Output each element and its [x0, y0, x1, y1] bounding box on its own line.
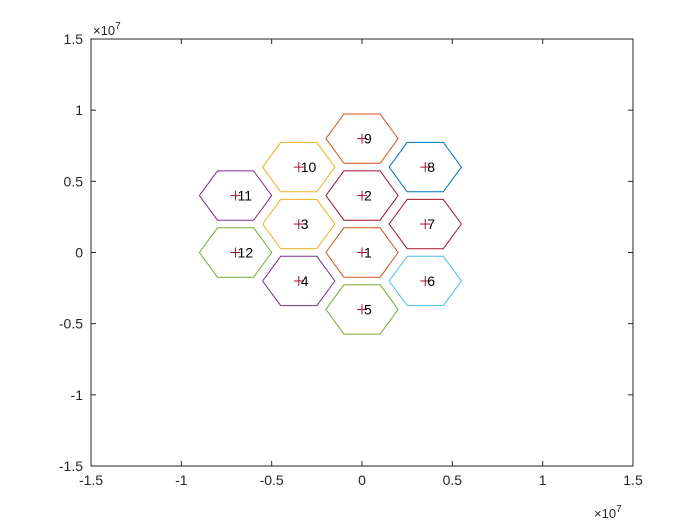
cell-center-marker-6: [420, 275, 431, 286]
cell-label-9: 9: [364, 131, 372, 147]
cell-label-5: 5: [364, 301, 372, 317]
cell-label-11: 11: [238, 188, 253, 204]
hex-cell-8: [388, 141, 463, 193]
cell-center-marker-8: [420, 162, 431, 173]
tick-layer: [90, 38, 634, 467]
x-exponent-base: ×10: [594, 506, 616, 521]
x-tick-label: 1.5: [623, 472, 643, 488]
cell-label-3: 3: [301, 216, 309, 232]
y-tick-label: 0: [75, 245, 83, 261]
cell-center-marker-5: [357, 304, 367, 315]
y-exponent-power: 7: [115, 21, 121, 32]
cell-label-12: 12: [238, 245, 254, 261]
y-exponent-base: ×10: [93, 23, 115, 38]
cell-center-marker-11: [230, 190, 241, 201]
cell-center-marker-3: [293, 219, 304, 230]
cell-label-8: 8: [427, 159, 435, 175]
hex-cell-4: [261, 255, 336, 307]
cell-center-marker-10: [293, 162, 304, 173]
tick-label-layer: -1.5 -1 -0.5 0 0.5 1 1.5 -1.5 -1 -0.5 0 0.5 1 1.5: [59, 31, 643, 488]
hex-cell-12: [198, 227, 273, 278]
x-tick-label: 0: [358, 472, 366, 488]
cell-center-marker-2: [357, 190, 367, 201]
y-tick-label: -1.5: [59, 458, 83, 474]
x-exponent-label: ×107: [594, 504, 622, 521]
hex-cell-1: [325, 227, 399, 278]
cell-label-6: 6: [427, 273, 435, 289]
cell-label-10: 10: [301, 159, 317, 175]
y-tick-label: -1: [71, 387, 84, 403]
cell-label-4: 4: [301, 273, 309, 289]
x-tick-label: -0.5: [260, 472, 284, 488]
cell-center-marker-4: [293, 275, 304, 286]
cell-center-marker-7: [420, 219, 431, 230]
x-tick-label: -1.5: [79, 472, 103, 488]
hex-cell-7: [388, 198, 463, 250]
cell-center-marker-12: [230, 247, 241, 258]
y-tick-label: 1.5: [64, 31, 84, 47]
y-tick-label: 0.5: [64, 173, 84, 189]
y-tick-label: 1: [75, 102, 83, 118]
hex-cell-10: [261, 141, 336, 193]
x-tick-label: 0.5: [443, 472, 463, 488]
cell-label-7: 7: [427, 216, 435, 232]
marker-layer: [230, 133, 431, 315]
hex-cell-6: [388, 255, 463, 307]
y-exponent-label: ×107: [93, 21, 121, 38]
hex-cell-9: [325, 113, 399, 164]
hex-cell-2: [325, 170, 399, 221]
x-exponent-power: 7: [616, 504, 622, 515]
hex-cell-5: [325, 284, 399, 335]
cell-center-marker-1: [357, 247, 367, 258]
hexagon-layer: [198, 113, 463, 335]
hex-cell-11: [198, 170, 273, 221]
cell-label-1: 1: [364, 245, 372, 261]
y-tick-label: -0.5: [59, 316, 83, 332]
cell-center-marker-9: [357, 133, 367, 144]
cell-label-2: 2: [364, 188, 372, 204]
x-tick-label: -1: [175, 472, 188, 488]
hex-cell-3: [261, 198, 336, 250]
x-tick-label: 1: [539, 472, 547, 488]
